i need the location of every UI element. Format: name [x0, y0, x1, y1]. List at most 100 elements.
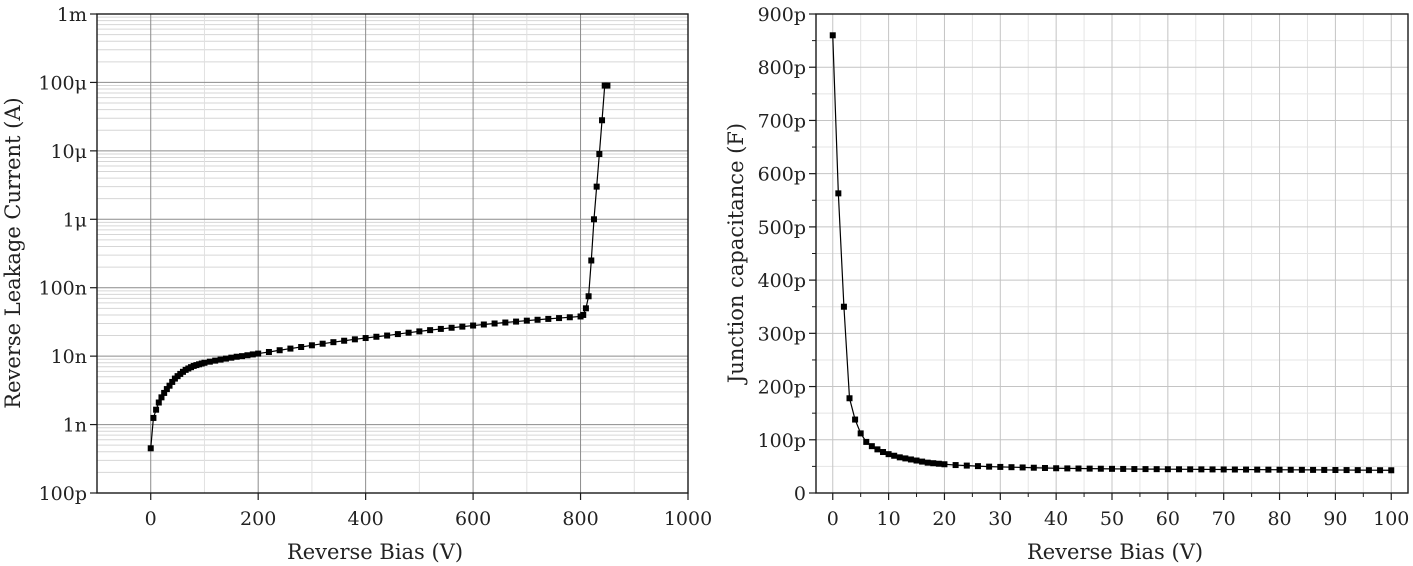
- leakage-data-point: [491, 320, 498, 327]
- leakage-x-tick-label: 1000: [664, 508, 712, 530]
- capacitance-data-point: [1053, 465, 1060, 472]
- capacitance-y-tick-label: 800p: [758, 57, 806, 79]
- capacitance-x-tick-label: 80: [1267, 508, 1291, 530]
- leakage-data-point: [341, 337, 348, 344]
- leakage-data-point: [206, 358, 213, 365]
- capacitance-data-point: [1265, 466, 1272, 473]
- capacitance-data-point: [829, 32, 836, 39]
- capacitance-data-point: [963, 462, 970, 469]
- capacitance-data-point: [1220, 466, 1227, 473]
- leakage-data-point: [166, 382, 173, 389]
- leakage-minor-grid: [97, 14, 688, 493]
- capacitance-data-point: [835, 190, 842, 197]
- junction-capacitance-chart: 0 10 20 30 40 50 60 70 80 90 100 0 100p 200p 300p 400p 5…: [724, 4, 1409, 564]
- leakage-data-point: [244, 352, 251, 359]
- leakage-series: [147, 82, 611, 452]
- capacitance-data-point: [930, 460, 937, 467]
- capacitance-data-point: [913, 457, 920, 464]
- leakage-data-point: [217, 356, 224, 363]
- leakage-data-point: [351, 336, 358, 343]
- leakage-data-point: [308, 342, 315, 349]
- leakage-x-tick-label: 200: [240, 508, 276, 530]
- capacitance-data-point: [1254, 466, 1261, 473]
- leakage-data-point: [362, 335, 369, 342]
- leakage-data-point: [588, 257, 595, 264]
- leakage-data-point: [228, 354, 235, 361]
- capacitance-data-point: [986, 463, 993, 470]
- capacitance-x-tick-label: 100: [1373, 508, 1409, 530]
- capacitance-y-tick-label: 900p: [758, 4, 806, 26]
- leakage-data-point: [150, 414, 157, 421]
- capacitance-data-point: [1365, 467, 1372, 474]
- leakage-data-point: [582, 305, 589, 312]
- capacitance-data-point: [1019, 464, 1026, 471]
- leakage-data-point: [590, 216, 597, 223]
- capacitance-data-point: [924, 459, 931, 466]
- leakage-data-point: [523, 317, 530, 324]
- leakage-data-point: [163, 386, 170, 393]
- leakage-tick-labels: 0 200 400 600 800 1000 100p 1n 10n 100n 1μ 10μ 100μ 1…: [38, 4, 712, 530]
- leakage-x-axis-title: Reverse Bias (V): [287, 540, 463, 564]
- leakage-data-point: [580, 311, 587, 318]
- capacitance-axes: [809, 13, 1409, 500]
- capacitance-data-point: [902, 455, 909, 462]
- capacitance-data-point: [1332, 467, 1339, 474]
- leakage-data-point: [604, 82, 611, 89]
- capacitance-data-point: [840, 303, 847, 310]
- capacitance-y-tick-label: 200p: [758, 377, 806, 399]
- capacitance-data-point: [1276, 466, 1283, 473]
- capacitance-data-point: [863, 438, 870, 445]
- leakage-data-point: [599, 117, 606, 124]
- capacitance-data-point: [1086, 465, 1093, 472]
- capacitance-data-point: [1231, 466, 1238, 473]
- capacitance-data-point: [941, 461, 948, 468]
- capacitance-y-tick-label: 300p: [758, 323, 806, 345]
- capacitance-data-point: [846, 395, 853, 402]
- capacitance-x-tick-label: 0: [827, 508, 839, 530]
- capacitance-y-tick-label: 100p: [758, 430, 806, 452]
- capacitance-data-point: [1187, 466, 1194, 473]
- leakage-data-point: [470, 322, 477, 329]
- leakage-data-point: [502, 319, 509, 326]
- capacitance-data-point: [1041, 464, 1048, 471]
- leakage-x-tick-label: 600: [455, 508, 491, 530]
- capacitance-data-point: [1008, 464, 1015, 471]
- capacitance-series: [829, 32, 1395, 474]
- leakage-data-point: [556, 315, 563, 322]
- capacitance-data-point: [1388, 467, 1395, 474]
- leakage-data-point: [155, 399, 162, 406]
- leakage-data-point: [427, 327, 434, 334]
- capacitance-data-point: [1131, 466, 1138, 473]
- capacitance-data-point: [1354, 467, 1361, 474]
- leakage-data-point: [394, 331, 401, 338]
- capacitance-data-point: [868, 443, 875, 450]
- capacitance-data-point: [1164, 466, 1171, 473]
- capacitance-data-point: [852, 416, 859, 423]
- capacitance-data-point: [907, 456, 914, 463]
- capacitance-data-point: [885, 451, 892, 458]
- leakage-data-point: [287, 345, 294, 352]
- leakage-x-tick-label: 0: [145, 508, 157, 530]
- capacitance-data-point: [1298, 466, 1305, 473]
- capacitance-data-point: [1142, 466, 1149, 473]
- leakage-data-point: [147, 445, 154, 452]
- leakage-y-tick-label: 1n: [63, 415, 87, 437]
- capacitance-data-point: [1176, 466, 1183, 473]
- capacitance-data-point: [1097, 465, 1104, 472]
- leakage-data-point: [405, 329, 412, 336]
- leakage-y-tick-label: 1μ: [63, 209, 87, 231]
- capacitance-y-tick-label: 700p: [758, 110, 806, 132]
- capacitance-major-grid: [816, 13, 1408, 494]
- capacitance-y-tick-label: 600p: [758, 164, 806, 186]
- leakage-data-point: [545, 315, 552, 322]
- capacitance-tick-labels: 0 10 20 30 40 50 60 70 80 90 100 0 100p 200p 300p 400p 5…: [758, 4, 1410, 530]
- leakage-data-point: [534, 316, 541, 323]
- capacitance-data-point: [1120, 465, 1127, 472]
- capacitance-x-tick-label: 90: [1323, 508, 1347, 530]
- leakage-data-point: [169, 378, 176, 385]
- capacitance-x-tick-label: 20: [932, 508, 956, 530]
- leakage-data-point: [212, 357, 219, 364]
- leakage-data-point: [330, 339, 337, 346]
- leakage-data-point: [480, 321, 487, 328]
